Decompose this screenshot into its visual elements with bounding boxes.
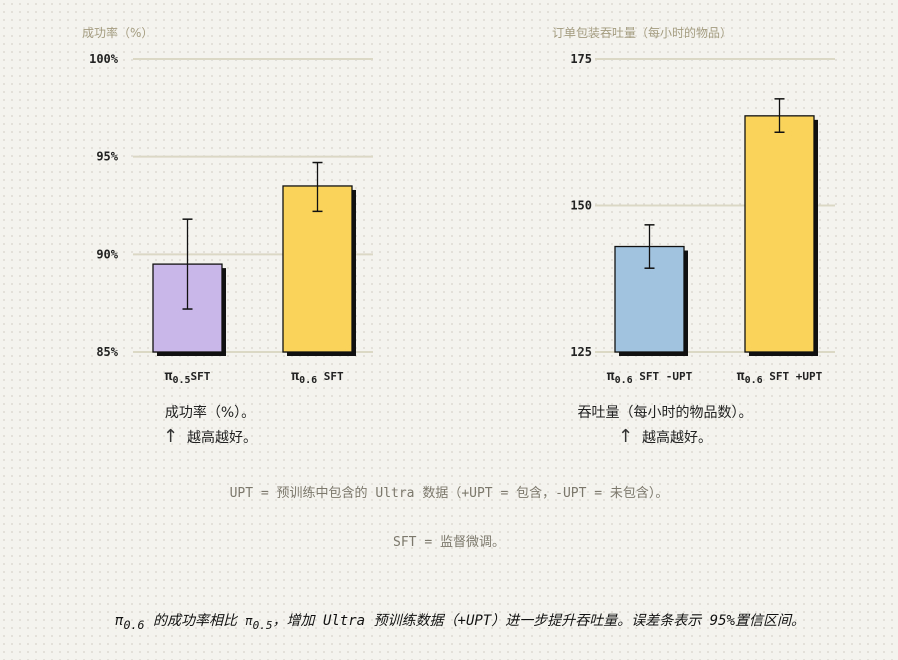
pi-symbol: π [736, 369, 745, 384]
y-tick-label: 95% [96, 150, 118, 164]
y-tick-label: 175 [570, 52, 592, 66]
y-tick-label: 90% [96, 247, 118, 261]
better-throughput: ↑ 越高越好。 [565, 426, 765, 447]
pi-symbol: π [164, 369, 173, 384]
up-arrow-icon: ↑ [163, 426, 179, 447]
x-tick-label: π0.6 SFT +UPT [720, 369, 840, 386]
footnote-text: ，增加 Ultra 预训练数据（+UPT）进一步提升吞吐量。误差条表示 95%置… [272, 613, 805, 629]
caption-success: 成功率（%）。 [164, 405, 256, 421]
subscript: 0.6 [744, 375, 763, 386]
throughput-chart: 125 150 175 [570, 52, 835, 359]
label-suffix: SFT -UPT [632, 370, 693, 383]
pi-symbol: π [606, 369, 615, 384]
subscript: 0.6 [123, 617, 145, 632]
label-suffix: SFT [317, 370, 344, 383]
pi-symbol: π [291, 369, 300, 384]
bar [282, 185, 353, 353]
subscript: 0.6 [614, 375, 633, 386]
subscript: 0.5 [252, 618, 273, 632]
caption-throughput: 吞吐量（每小时的物品数）。 [577, 405, 753, 421]
pi-symbol: π [245, 614, 253, 628]
x-tick-label: π0.6 SFT -UPT [590, 369, 710, 386]
x-tick-label: π0.5SFT [128, 369, 248, 386]
x-tick-label: π0.6 SFT [258, 369, 378, 386]
subscript: 0.6 [299, 375, 318, 386]
up-arrow-icon: ↑ [618, 426, 634, 447]
upt-note: UPT = 预训练中包含的 Ultra 数据（+UPT = 包含，-UPT = … [229, 486, 669, 501]
figure-footnote: π0.6 的成功率相比 π0.5，增加 Ultra 预训练数据（+UPT）进一步… [110, 611, 810, 636]
success-rate-chart: 85% 90% 95% 100% [89, 52, 373, 359]
better-text: 越高越好。 [187, 430, 257, 446]
subscript: 0.5 [172, 375, 191, 386]
label-suffix: SFT [190, 370, 211, 383]
chart-title-success: 成功率（%） [82, 26, 154, 40]
bar [744, 115, 815, 353]
footnote-text: 的成功率相比 [144, 613, 246, 629]
y-tick-label: 100% [89, 52, 119, 66]
sft-note: SFT = 监督微调。 [393, 535, 505, 550]
y-tick-label: 85% [96, 345, 118, 359]
better-success: ↑ 越高越好。 [110, 426, 310, 447]
chart-title-throughput: 订单包装吞吐量（每小时的物品） [552, 26, 733, 40]
pi-symbol: π [115, 613, 124, 629]
y-tick-label: 150 [570, 199, 592, 213]
y-tick-label: 125 [570, 345, 592, 359]
better-text: 越高越好。 [642, 430, 712, 446]
label-suffix: SFT +UPT [762, 370, 823, 383]
